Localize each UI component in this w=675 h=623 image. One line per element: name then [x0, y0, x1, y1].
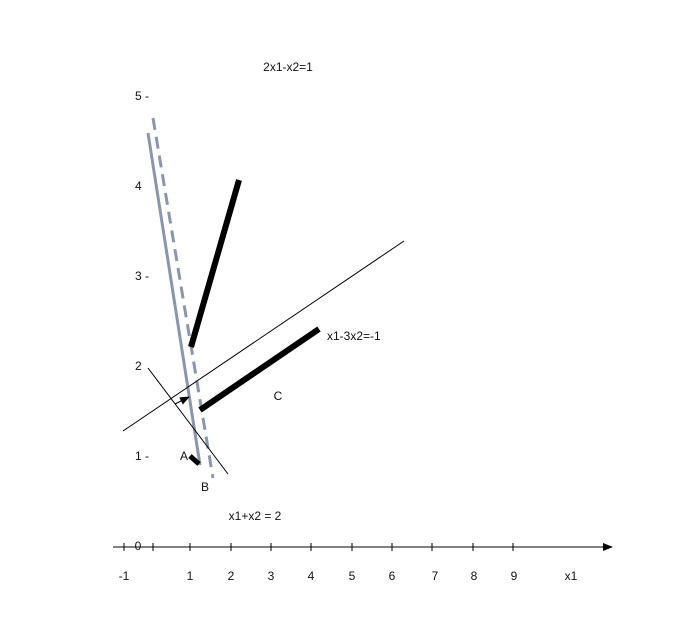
y-label: 2 — [135, 359, 142, 373]
x-label: 2 — [228, 569, 235, 583]
x-label: 8 — [471, 569, 478, 583]
thin-line — [147, 367, 229, 475]
equation-label: x1-3x2=-1 — [327, 329, 381, 343]
x-label: 7 — [432, 569, 439, 583]
thin-line — [122, 240, 405, 432]
point-label: A — [180, 449, 188, 463]
x-label: x1 — [565, 569, 578, 583]
equation-label: 2x1-x2=1 — [263, 60, 313, 74]
x-ticks — [123, 543, 514, 551]
line-dashed-gray — [151, 117, 215, 479]
point-label: C — [274, 389, 283, 403]
arrow — [174, 396, 190, 405]
equation-label: x1+x2 = 2 — [229, 509, 282, 523]
x-label: -1 — [119, 569, 130, 583]
y-label: 3 - — [135, 269, 149, 283]
y-label: 4 — [135, 179, 142, 193]
point-label: B — [201, 480, 209, 494]
y-label: 1 - — [135, 449, 149, 463]
thick-segment — [188, 454, 201, 466]
line-solid-gray — [146, 132, 202, 466]
origin-label: 0 — [135, 539, 142, 553]
x-label: 4 — [308, 569, 315, 583]
x-label: 1 — [187, 569, 194, 583]
thick-segment — [198, 326, 321, 413]
x-label: 3 — [268, 569, 275, 583]
y-label: 5 - — [135, 89, 149, 103]
x-label: 9 — [511, 569, 518, 583]
x-label: 5 — [349, 569, 356, 583]
x-label: 6 — [389, 569, 396, 583]
thick-segment — [188, 179, 242, 348]
